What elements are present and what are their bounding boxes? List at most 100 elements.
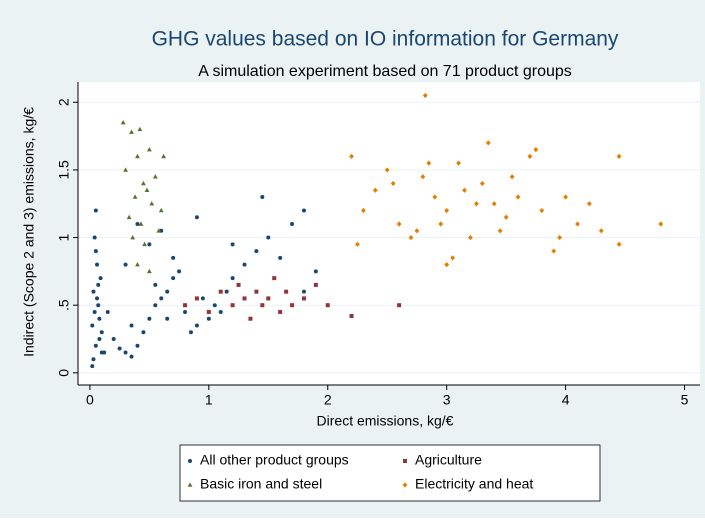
point	[111, 337, 116, 342]
point	[491, 201, 497, 207]
point	[105, 309, 110, 314]
y-axis-label: Indirect (Scope 2 and 3) emissions, kg/€	[21, 107, 37, 357]
point	[260, 194, 265, 199]
point	[93, 249, 98, 254]
point	[426, 160, 432, 166]
point	[254, 289, 259, 294]
point	[456, 160, 461, 166]
point	[194, 296, 199, 301]
point	[266, 235, 271, 240]
point	[422, 92, 428, 99]
point	[444, 262, 450, 268]
point	[290, 222, 295, 227]
point	[575, 221, 580, 227]
legend-label: All other product groups	[200, 452, 349, 468]
point	[149, 201, 155, 206]
point	[91, 289, 96, 294]
x-tick-label: 4	[562, 392, 570, 408]
point	[474, 201, 479, 207]
point	[141, 330, 146, 335]
point	[147, 316, 152, 321]
point	[135, 222, 140, 227]
point	[284, 289, 289, 294]
legend-label: Electricity and heat	[415, 476, 533, 492]
point	[126, 214, 132, 220]
point	[272, 276, 277, 281]
point	[177, 269, 182, 274]
legend	[179, 444, 601, 502]
point	[153, 303, 158, 308]
point	[563, 194, 569, 200]
legend-marker	[403, 459, 407, 463]
point	[301, 289, 306, 294]
point	[135, 262, 140, 267]
legend-marker	[187, 482, 193, 487]
point	[278, 309, 283, 314]
point	[313, 282, 318, 287]
point	[616, 241, 622, 247]
point	[135, 343, 140, 348]
point	[188, 330, 193, 335]
point	[313, 269, 318, 274]
legend-marker	[402, 482, 408, 488]
x-tick-label: 5	[681, 392, 689, 408]
point	[224, 289, 229, 294]
point	[397, 303, 402, 308]
point	[248, 316, 253, 321]
point	[171, 255, 176, 260]
point	[146, 268, 152, 274]
point	[266, 296, 271, 301]
point	[230, 242, 235, 247]
point	[444, 207, 450, 214]
point	[171, 276, 176, 281]
point	[206, 316, 211, 321]
y-tick-label: 1	[56, 233, 72, 241]
point	[325, 303, 330, 308]
point	[236, 282, 241, 287]
point	[432, 194, 438, 200]
point	[92, 235, 97, 240]
point	[144, 187, 150, 193]
point	[408, 234, 414, 241]
point	[137, 126, 143, 132]
point	[260, 303, 265, 308]
point	[533, 147, 539, 153]
point	[183, 309, 188, 314]
y-tick-label: 2	[56, 98, 72, 106]
x-tick-label: 2	[324, 392, 332, 408]
point	[527, 153, 533, 159]
point	[95, 262, 100, 267]
point	[91, 357, 96, 362]
point	[372, 187, 378, 193]
point	[153, 282, 158, 287]
point	[503, 214, 509, 220]
point	[99, 330, 104, 335]
point	[92, 309, 97, 314]
point	[479, 180, 485, 187]
point	[551, 248, 557, 254]
point	[159, 296, 164, 301]
plot-area	[78, 82, 700, 385]
y-tick-label: 0	[56, 369, 72, 377]
point	[194, 215, 199, 220]
point	[99, 350, 104, 355]
chart-subtitle: A simulation experiment based on 71 prod…	[198, 63, 572, 80]
point	[130, 234, 136, 240]
point	[158, 207, 164, 213]
point	[183, 303, 188, 308]
y-tick-label: .5	[56, 299, 72, 311]
point	[93, 208, 98, 213]
point	[230, 276, 235, 281]
point	[355, 241, 360, 247]
point	[390, 180, 396, 187]
point	[557, 234, 563, 241]
point	[450, 255, 456, 261]
point	[438, 221, 444, 227]
legend-label: Agriculture	[415, 452, 482, 468]
point	[396, 221, 402, 227]
point	[616, 153, 622, 159]
point	[90, 323, 95, 328]
point	[120, 119, 126, 125]
point	[349, 153, 354, 159]
